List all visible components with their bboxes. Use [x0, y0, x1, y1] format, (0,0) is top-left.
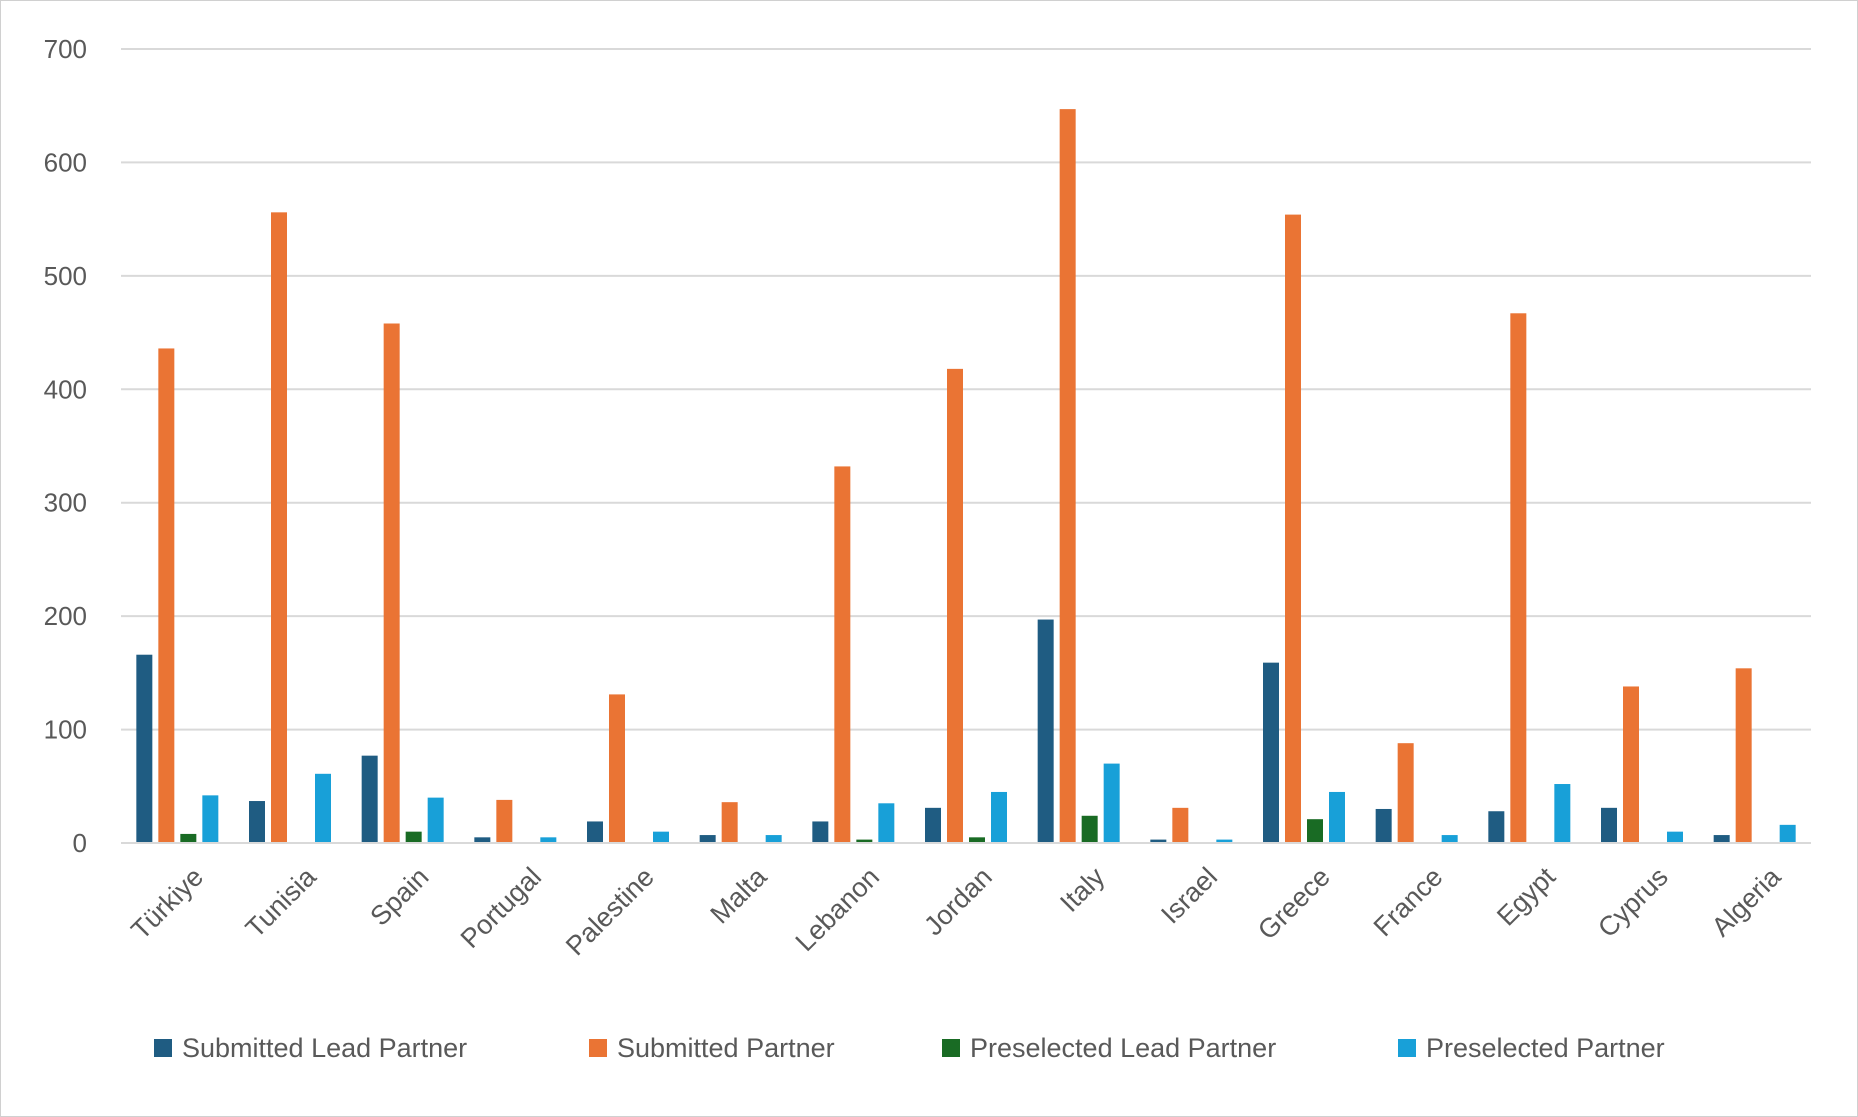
- legend-swatch: [942, 1039, 960, 1057]
- bar-submitted-partner-portugal: [496, 799, 513, 843]
- x-category-label: Italy: [1054, 861, 1111, 918]
- x-category-label: Egypt: [1491, 861, 1561, 931]
- bar-submitted-lead-partner-italy: [1037, 619, 1054, 843]
- bar-submitted-partner-egypt: [1510, 313, 1527, 843]
- legend: Submitted Lead Partner Submitted Partner P…: [154, 1033, 1665, 1063]
- x-category-label: Israel: [1155, 862, 1223, 930]
- bar-submitted-partner-israel: [1172, 807, 1189, 843]
- bar-submitted-lead-partner-israel: [1150, 839, 1167, 843]
- bar-submitted-partner-jordan: [947, 368, 963, 843]
- bar-preselected-partner-portugal: [540, 837, 557, 843]
- bar-submitted-partner-malta: [721, 802, 738, 843]
- bar-submitted-lead-partner-lebanon: [812, 821, 829, 843]
- legend-swatch: [589, 1039, 607, 1057]
- x-category-label: Jordan: [918, 862, 998, 942]
- bar-preselected-lead-partner-jordan: [969, 837, 985, 843]
- bar-submitted-lead-partner-tunisia: [249, 801, 265, 843]
- bar-submitted-partner-italy: [1059, 109, 1076, 844]
- bar-submitted-lead-partner-france: [1375, 808, 1392, 843]
- bar-submitted-lead-partner-türkiye: [136, 654, 153, 843]
- bar-preselected-partner-egypt: [1554, 784, 1571, 843]
- bar-preselected-partner-israel: [1216, 839, 1233, 843]
- bar-submitted-partner-cyprus: [1623, 686, 1639, 843]
- y-tick-label: 100: [44, 715, 87, 745]
- bar-preselected-partner-malta: [765, 835, 782, 843]
- bar-submitted-partner-spain: [383, 323, 400, 843]
- x-category-label: Cyprus: [1592, 862, 1674, 944]
- bar-preselected-partner-greece: [1329, 791, 1345, 843]
- bar-submitted-partner-algeria: [1735, 668, 1752, 843]
- y-tick-label: 700: [44, 34, 87, 64]
- bar-preselected-partner-algeria: [1779, 824, 1796, 843]
- y-tick-label: 600: [44, 147, 87, 177]
- x-category-label: Spain: [364, 862, 434, 932]
- bar-preselected-partner-france: [1441, 835, 1458, 843]
- bar-submitted-lead-partner-spain: [361, 755, 378, 843]
- bar-submitted-lead-partner-greece: [1263, 662, 1279, 843]
- bar-preselected-partner-palestine: [653, 831, 669, 843]
- bar-preselected-partner-lebanon: [878, 803, 895, 843]
- bar-preselected-partner-cyprus: [1667, 831, 1683, 843]
- gridlines: [121, 48, 1811, 731]
- bar-submitted-lead-partner-cyprus: [1601, 807, 1617, 843]
- bar-submitted-lead-partner-algeria: [1713, 835, 1730, 843]
- bars: [136, 109, 1796, 844]
- y-tick-label: 500: [44, 261, 87, 291]
- bar-submitted-lead-partner-palestine: [587, 821, 603, 843]
- bar-submitted-partner-türkiye: [158, 348, 175, 843]
- bar-preselected-partner-italy: [1103, 763, 1120, 843]
- y-tick-label: 200: [44, 601, 87, 631]
- y-tick-label: 300: [44, 488, 87, 518]
- legend-label: Submitted Lead Partner: [182, 1033, 467, 1063]
- bar-submitted-lead-partner-malta: [699, 835, 716, 843]
- bar-submitted-lead-partner-egypt: [1488, 811, 1505, 843]
- bar-preselected-partner-spain: [427, 797, 444, 843]
- y-axis-ticks: 0 100 200 300 400 500 600 700: [44, 34, 87, 858]
- bar-submitted-lead-partner-jordan: [925, 807, 941, 843]
- x-category-label: Lebanon: [790, 862, 886, 958]
- bar-preselected-lead-partner-spain: [405, 831, 422, 843]
- legend-label: Submitted Partner: [617, 1033, 835, 1063]
- x-category-label: Greece: [1252, 862, 1336, 946]
- bar-submitted-partner-lebanon: [834, 466, 851, 843]
- bar-submitted-partner-france: [1397, 743, 1414, 843]
- x-category-label: Palestine: [560, 862, 660, 962]
- x-category-label: Tunisia: [240, 861, 323, 944]
- bar-preselected-lead-partner-lebanon: [856, 839, 873, 843]
- bar-preselected-partner-jordan: [991, 791, 1007, 843]
- bar-preselected-partner-türkiye: [202, 795, 219, 843]
- bar-submitted-lead-partner-portugal: [474, 837, 491, 843]
- x-category-label: Algeria: [1706, 861, 1787, 942]
- x-category-label: France: [1368, 862, 1449, 943]
- legend-label: Preselected Partner: [1426, 1033, 1665, 1063]
- bar-submitted-partner-palestine: [609, 694, 625, 843]
- x-category-label: Portugal: [455, 862, 547, 954]
- bar-preselected-lead-partner-türkiye: [180, 833, 197, 843]
- x-category-label: Türkiye: [125, 862, 209, 946]
- y-tick-label: 400: [44, 374, 87, 404]
- bar-submitted-partner-tunisia: [271, 212, 287, 843]
- bar-submitted-partner-greece: [1285, 214, 1301, 843]
- legend-swatch: [1398, 1039, 1416, 1057]
- bar-preselected-lead-partner-italy: [1081, 815, 1098, 843]
- x-category-label: Malta: [705, 861, 774, 930]
- bar-preselected-lead-partner-greece: [1307, 819, 1323, 843]
- legend-swatch: [154, 1039, 172, 1057]
- x-axis-category-labels: Türkiye Tunisia Spain Portugal Palestine Malt…: [125, 861, 1787, 961]
- bar-preselected-partner-tunisia: [315, 773, 331, 843]
- y-tick-label: 0: [73, 828, 87, 858]
- legend-label: Preselected Lead Partner: [970, 1033, 1276, 1063]
